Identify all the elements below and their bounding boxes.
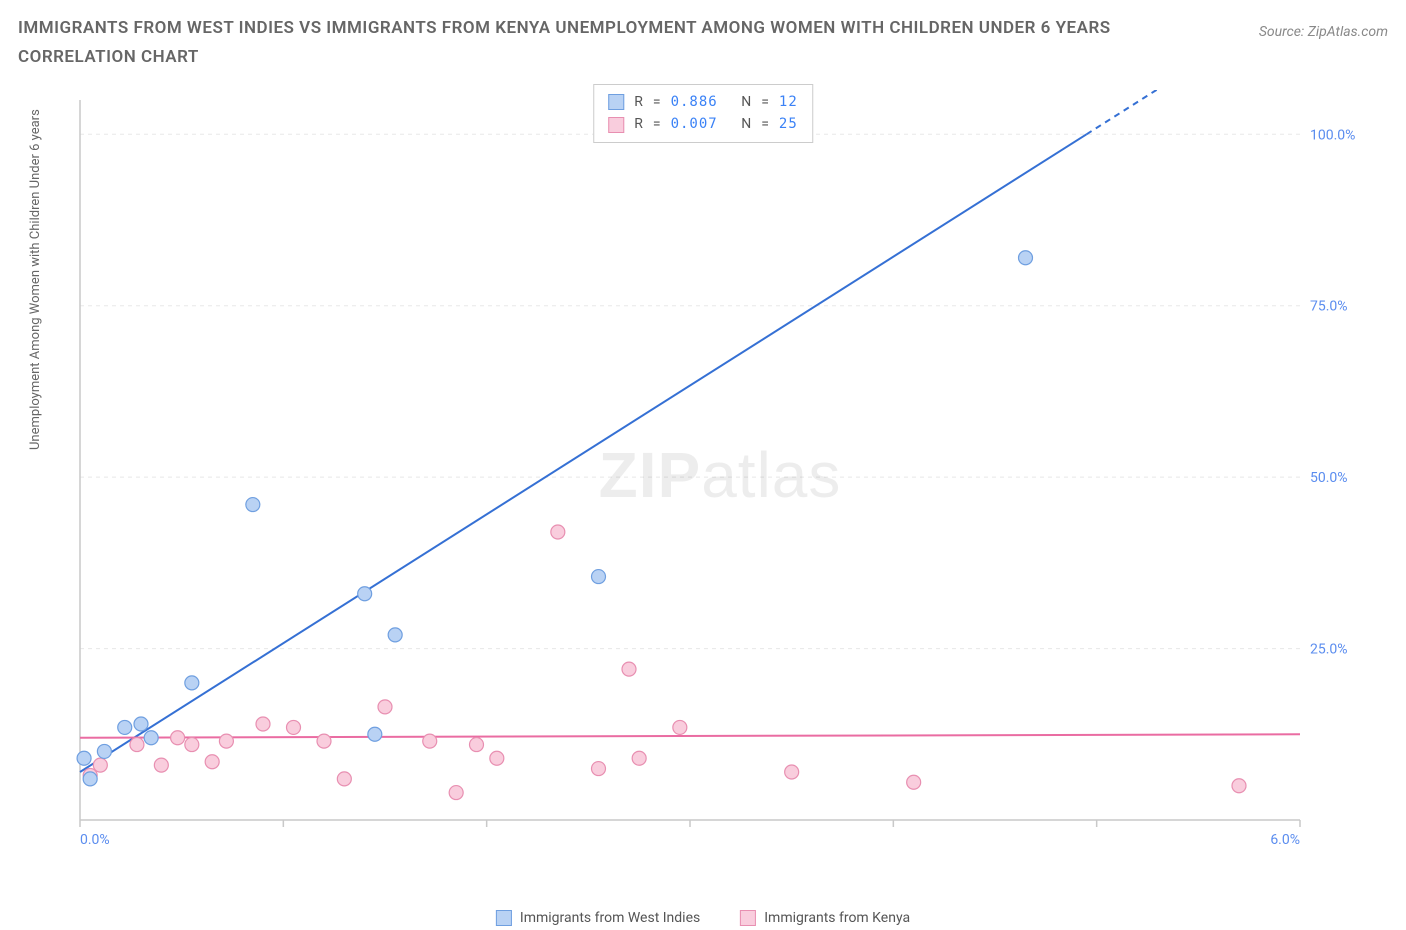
scatter-plot-svg: 25.0% 50.0% 75.0% 100.0% 0.0% 6.0% (70, 90, 1370, 860)
swatch-kenya (608, 117, 624, 133)
legend-row-west-indies: R = 0.886 N = 12 (608, 91, 798, 113)
swatch-kenya-icon (740, 910, 756, 926)
n-value-west-indies: 12 (779, 91, 798, 113)
svg-text:25.0%: 25.0% (1310, 642, 1348, 658)
source-attribution: Source: ZipAtlas.com (1259, 24, 1388, 40)
svg-text:50.0%: 50.0% (1310, 470, 1348, 486)
legend-item-west-indies: Immigrants from West Indies (496, 910, 700, 926)
n-label: N (741, 113, 751, 135)
svg-text:75.0%: 75.0% (1310, 299, 1348, 315)
correlation-legend: R = 0.886 N = 12 R = 0.007 N = 25 (593, 84, 813, 143)
legend-row-kenya: R = 0.007 N = 25 (608, 113, 798, 135)
n-label: N (741, 91, 751, 113)
equals-sign: = (653, 91, 661, 113)
r-value-west-indies: 0.886 (671, 91, 718, 113)
svg-text:100.0%: 100.0% (1310, 127, 1355, 143)
equals-sign: = (761, 113, 769, 135)
chart-header: IMMIGRANTS FROM WEST INDIES VS IMMIGRANT… (18, 14, 1388, 72)
swatch-west-indies (608, 94, 624, 110)
legend-label-west-indies: Immigrants from West Indies (520, 910, 700, 926)
equals-sign: = (761, 91, 769, 113)
y-axis-label: Unemployment Among Women with Children U… (28, 109, 43, 450)
equals-sign: = (653, 113, 661, 135)
r-label: R (634, 113, 643, 135)
svg-text:6.0%: 6.0% (1270, 832, 1300, 848)
chart-title: IMMIGRANTS FROM WEST INDIES VS IMMIGRANT… (18, 14, 1118, 72)
series-legend: Immigrants from West Indies Immigrants f… (496, 910, 910, 926)
svg-text:0.0%: 0.0% (80, 832, 110, 848)
swatch-west-indies-icon (496, 910, 512, 926)
r-value-kenya: 0.007 (671, 113, 718, 135)
chart-plot-area: 25.0%50.0%75.0%100.0%0.0%6.0% ZIPatlas (70, 90, 1370, 860)
r-label: R (634, 91, 643, 113)
legend-item-kenya: Immigrants from Kenya (740, 910, 910, 926)
n-value-kenya: 25 (779, 113, 798, 135)
legend-label-kenya: Immigrants from Kenya (764, 910, 910, 926)
